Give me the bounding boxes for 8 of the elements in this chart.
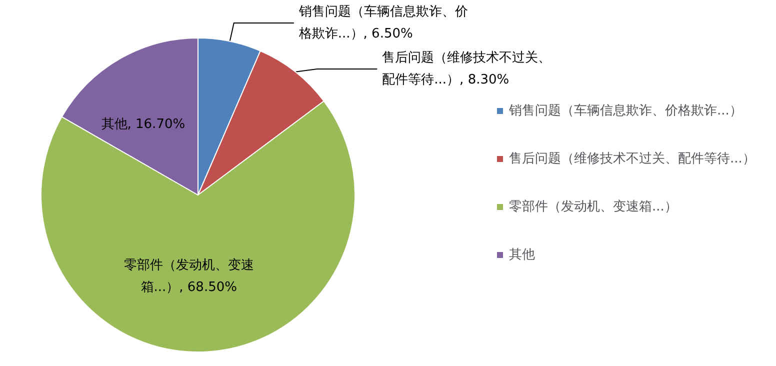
data-label: 销售问题（车辆信息欺诈、价格欺诈...）, 6.50%: [298, 4, 468, 42]
data-label: 其他, 16.70%: [101, 116, 186, 132]
legend-label: 其他: [509, 248, 535, 262]
data-label: 零部件（发动机、变速箱...）, 68.50%: [124, 258, 254, 295]
data-label: 售后问题（维修技术不过关、配件等待...）, 8.30%: [382, 50, 552, 88]
legend-label: 售后问题（维修技术不过关、配件等待...）: [509, 152, 756, 166]
legend-label: 零部件（发动机、变速箱...）: [509, 200, 678, 214]
legend-label: 销售问题（车辆信息欺诈、价格欺诈...）: [508, 104, 742, 118]
